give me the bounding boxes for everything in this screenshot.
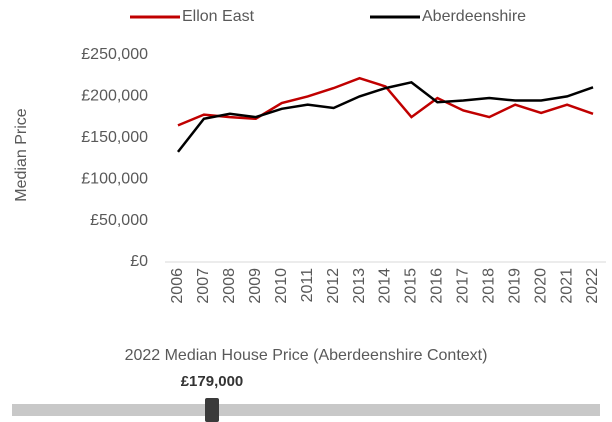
x-tick-label: 2011 — [299, 268, 316, 303]
x-tick-label: 2017 — [455, 268, 472, 304]
x-tick-label: 2019 — [506, 268, 523, 304]
y-tick-label: £100,000 — [81, 170, 148, 187]
x-tick-label: 2006 — [169, 268, 186, 304]
x-tick-label: 2007 — [195, 268, 212, 304]
slider-caption: 2022 Median House Price (Aberdeenshire C… — [125, 347, 488, 364]
slider-track[interactable] — [12, 404, 600, 416]
y-axis-label: Median Price — [13, 108, 30, 201]
legend-label: Ellon East — [182, 8, 255, 25]
x-tick-label: 2012 — [325, 268, 342, 304]
x-tick-label: 2018 — [480, 268, 497, 304]
y-tick-label: £250,000 — [81, 46, 148, 63]
x-tick-label: 2015 — [403, 268, 420, 304]
y-tick-label: £0 — [130, 253, 148, 270]
slider-value-label: £179,000 — [181, 373, 244, 390]
x-tick-label: 2009 — [247, 268, 264, 304]
x-tick-label: 2016 — [429, 268, 446, 304]
x-tick-label: 2022 — [584, 268, 601, 304]
slider-handle[interactable] — [205, 398, 219, 422]
series-line — [176, 80, 594, 153]
y-tick-label: £50,000 — [90, 212, 148, 229]
x-tick-label: 2013 — [351, 268, 368, 304]
series-line — [177, 76, 594, 127]
x-tick-label: 2021 — [558, 268, 575, 304]
x-tick-label: 2008 — [221, 268, 238, 304]
legend-label: Aberdeenshire — [422, 8, 526, 25]
y-tick-label: £200,000 — [81, 88, 148, 105]
x-tick-label: 2010 — [273, 268, 290, 304]
y-tick-label: £150,000 — [81, 129, 148, 146]
x-tick-label: 2020 — [532, 268, 549, 304]
x-tick-label: 2014 — [377, 268, 394, 304]
